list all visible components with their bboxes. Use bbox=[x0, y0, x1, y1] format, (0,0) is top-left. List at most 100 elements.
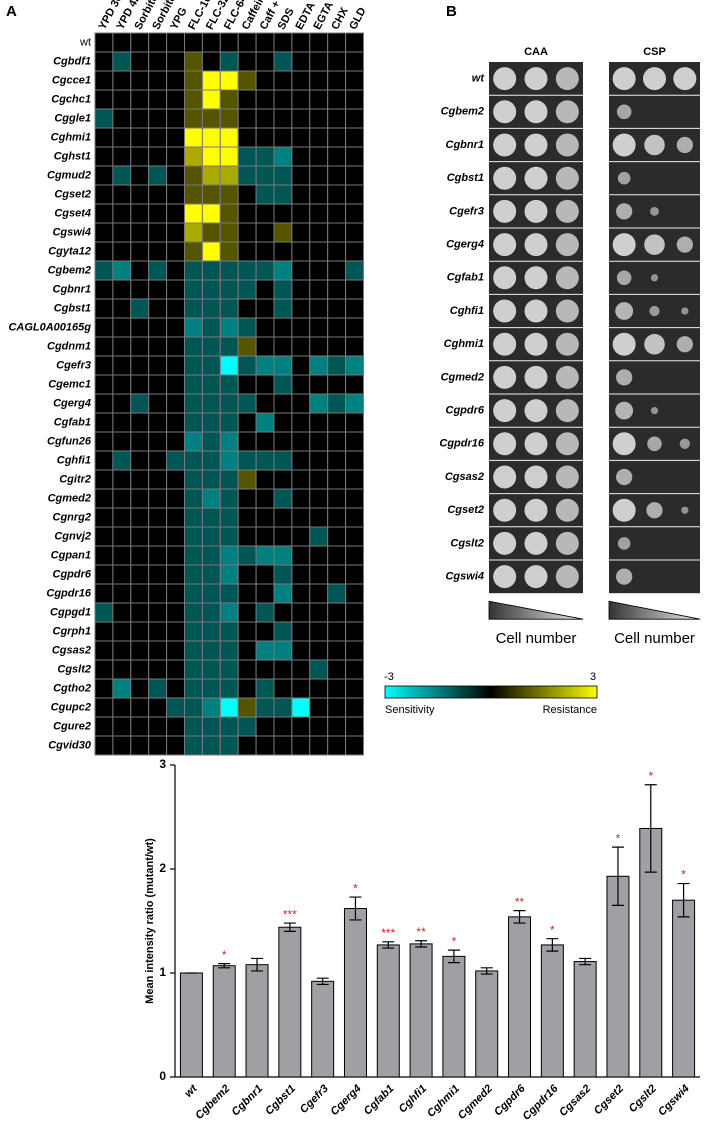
heat-cell bbox=[255, 431, 275, 452]
heat-cell bbox=[345, 393, 365, 414]
heat-cell bbox=[327, 260, 347, 281]
heat-cell bbox=[327, 564, 347, 585]
heat-cell bbox=[273, 659, 293, 680]
heat-cell bbox=[309, 545, 329, 566]
heat-cell bbox=[112, 583, 132, 604]
row-label: Cgpdr6 bbox=[53, 568, 92, 580]
heat-cell bbox=[273, 697, 293, 718]
heat-cell bbox=[130, 70, 150, 91]
spot bbox=[493, 199, 517, 223]
significance: * bbox=[452, 934, 457, 948]
spot bbox=[493, 465, 517, 489]
heat-cell bbox=[273, 241, 293, 262]
heat-cell bbox=[291, 184, 311, 205]
heat-cell bbox=[291, 393, 311, 414]
strain-label: Cgswi4 bbox=[445, 571, 484, 583]
heat-cell bbox=[273, 564, 293, 585]
heat-cell bbox=[184, 203, 203, 224]
spot bbox=[524, 498, 548, 522]
heat-cell bbox=[309, 241, 329, 262]
heat-cell bbox=[291, 697, 311, 718]
heat-cell bbox=[219, 32, 239, 53]
x-tick-label: Cgefr3 bbox=[298, 1083, 331, 1116]
heat-cell bbox=[291, 127, 311, 148]
heat-cell bbox=[273, 526, 293, 547]
heat-cell bbox=[112, 564, 132, 585]
heat-cell bbox=[291, 507, 311, 528]
heat-cell bbox=[184, 583, 203, 604]
heat-cell bbox=[327, 241, 347, 262]
spot bbox=[612, 498, 636, 522]
heat-cell bbox=[255, 697, 275, 718]
heat-cell bbox=[184, 621, 203, 642]
heat-cell bbox=[327, 488, 347, 509]
heat-cell bbox=[184, 165, 203, 186]
heat-cell bbox=[345, 640, 365, 661]
heat-cell bbox=[291, 279, 311, 300]
heat-cell bbox=[327, 70, 347, 91]
spot bbox=[617, 171, 631, 185]
heat-cell bbox=[184, 70, 203, 91]
heat-cell bbox=[112, 108, 132, 129]
heat-cell bbox=[201, 507, 221, 528]
row-label: Cggle1 bbox=[54, 112, 91, 124]
error-bar bbox=[677, 882, 690, 918]
heat-cell bbox=[148, 203, 168, 224]
bar bbox=[508, 916, 532, 1078]
heat-cell bbox=[219, 165, 239, 186]
x-tick-label: Cgslt2 bbox=[627, 1083, 659, 1115]
heat-cell bbox=[237, 640, 257, 661]
dilution-wedge bbox=[488, 600, 584, 620]
spot bbox=[617, 537, 631, 550]
heat-cell bbox=[345, 89, 365, 110]
error-bar bbox=[480, 967, 493, 975]
heat-cell bbox=[291, 260, 311, 281]
heat-cell bbox=[130, 488, 150, 509]
x-tick-label: Cgset2 bbox=[592, 1083, 626, 1117]
heat-cell bbox=[184, 716, 203, 737]
heat-cell bbox=[184, 222, 203, 243]
heat-cell bbox=[345, 564, 365, 585]
spot bbox=[524, 365, 548, 389]
row-label: Cgpdr16 bbox=[46, 587, 92, 599]
heat-cell bbox=[237, 583, 257, 604]
heat-cell bbox=[273, 203, 293, 224]
heat-cell bbox=[148, 697, 168, 718]
heat-cell bbox=[201, 165, 221, 186]
x-tick-label: Cgswi4 bbox=[656, 1083, 692, 1119]
heat-cell bbox=[345, 70, 365, 91]
heat-cell bbox=[130, 146, 150, 167]
heat-cell bbox=[219, 70, 239, 91]
heat-cell bbox=[273, 374, 293, 395]
heat-cell bbox=[291, 203, 311, 224]
row-label: Cgset2 bbox=[54, 188, 91, 200]
error-bar bbox=[382, 941, 395, 949]
heat-cell bbox=[255, 108, 275, 129]
row-label: Cghfi1 bbox=[57, 454, 91, 466]
heat-cell bbox=[309, 127, 329, 148]
heat-cell bbox=[184, 146, 203, 167]
heat-cell bbox=[94, 146, 114, 167]
heat-cell bbox=[345, 108, 365, 129]
heat-cell bbox=[130, 697, 150, 718]
spot bbox=[493, 531, 517, 555]
spot bbox=[493, 67, 517, 91]
heat-cell bbox=[273, 640, 293, 661]
heat-cell bbox=[255, 583, 275, 604]
error-bar bbox=[283, 922, 296, 932]
strain-label: Cgbem2 bbox=[441, 106, 484, 118]
heat-cell bbox=[94, 545, 114, 566]
heat-cell bbox=[327, 317, 347, 338]
heat-cell bbox=[273, 431, 293, 452]
spot bbox=[616, 203, 633, 220]
error-bar bbox=[316, 977, 329, 986]
heat-cell bbox=[184, 545, 203, 566]
spot bbox=[555, 100, 579, 124]
heat-cell bbox=[291, 659, 311, 680]
heat-cell bbox=[237, 488, 257, 509]
heat-cell bbox=[291, 716, 311, 737]
heat-cell bbox=[327, 412, 347, 433]
heat-cell bbox=[112, 545, 132, 566]
heat-cell bbox=[112, 241, 132, 262]
bar bbox=[606, 875, 630, 1078]
